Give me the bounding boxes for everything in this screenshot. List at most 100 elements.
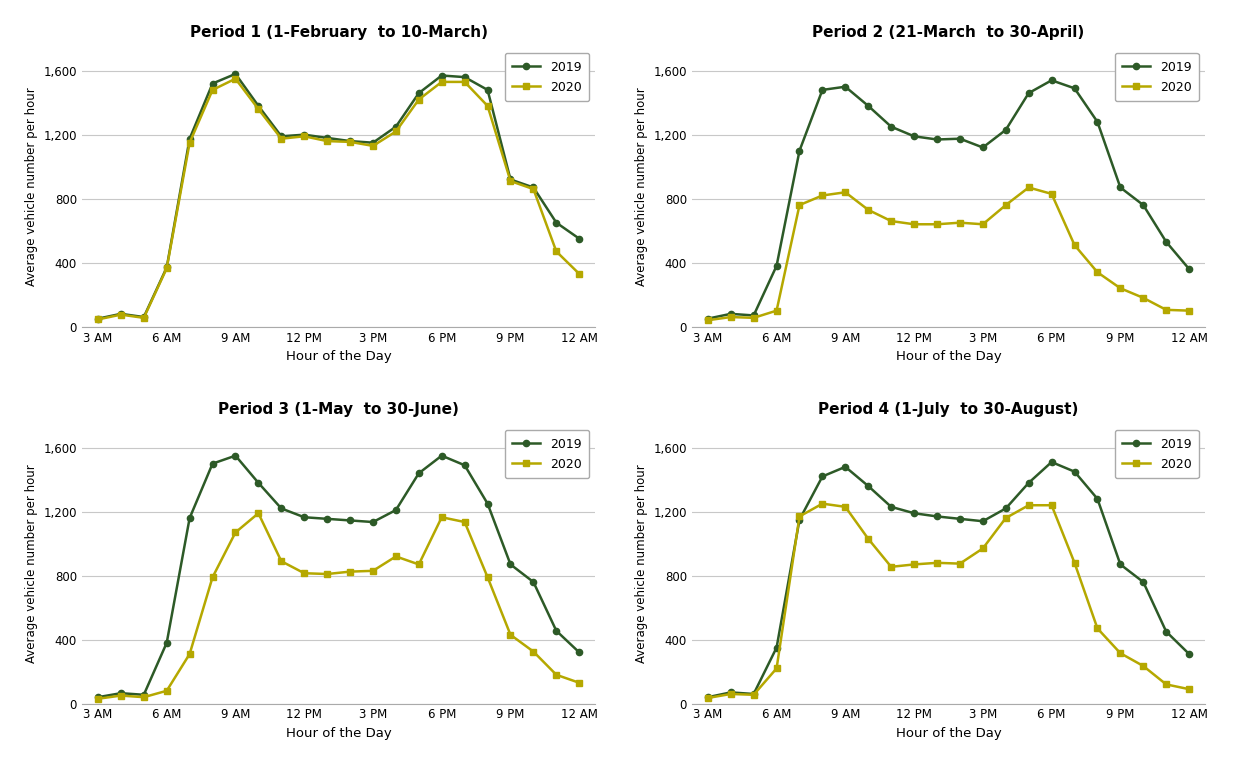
2019 xyxy=(976,143,990,152)
2019 xyxy=(861,101,876,110)
2020 xyxy=(884,216,899,226)
2020 xyxy=(548,247,563,256)
2019 xyxy=(296,513,311,522)
2020 xyxy=(159,264,174,273)
2019 xyxy=(342,516,357,525)
2019 xyxy=(183,513,198,522)
Title: Period 1 (1-February  to 10-March): Period 1 (1-February to 10-March) xyxy=(190,25,488,40)
2019 xyxy=(228,451,243,461)
2019 xyxy=(480,86,495,95)
2020 xyxy=(1044,500,1058,509)
2019 xyxy=(457,461,472,470)
2019 xyxy=(837,82,852,91)
2020 xyxy=(548,670,563,679)
2020 xyxy=(998,200,1013,210)
2019 xyxy=(1067,83,1082,93)
2020 xyxy=(1091,268,1105,277)
2019 xyxy=(526,578,541,587)
2020 xyxy=(205,573,220,582)
2019 xyxy=(389,122,404,132)
2020 xyxy=(480,101,495,110)
Line: 2020: 2020 xyxy=(95,76,583,323)
2020 xyxy=(769,664,784,673)
2020 xyxy=(296,132,311,141)
Line: 2020: 2020 xyxy=(95,510,583,702)
2019 xyxy=(1044,457,1058,467)
2019 xyxy=(457,73,472,82)
2020 xyxy=(930,558,945,568)
2020 xyxy=(952,559,967,568)
2019 xyxy=(1136,200,1151,210)
2020 xyxy=(320,136,335,145)
2019 xyxy=(724,309,739,318)
2020 xyxy=(342,567,357,576)
2019 xyxy=(366,138,380,148)
2019 xyxy=(769,643,784,653)
2020 xyxy=(700,693,715,702)
2020 xyxy=(296,568,311,578)
2019 xyxy=(90,692,105,702)
2020 xyxy=(572,269,587,278)
X-axis label: Hour of the Day: Hour of the Day xyxy=(285,727,391,740)
2019 xyxy=(274,504,289,513)
2019 xyxy=(389,506,404,515)
Line: 2019: 2019 xyxy=(705,459,1192,700)
2020 xyxy=(366,142,380,151)
X-axis label: Hour of the Day: Hour of the Day xyxy=(285,350,391,363)
2019 xyxy=(930,512,945,521)
2020 xyxy=(457,77,472,86)
2019 xyxy=(1113,560,1128,569)
2020 xyxy=(976,544,990,553)
2019 xyxy=(930,135,945,144)
2019 xyxy=(296,130,311,139)
2020 xyxy=(251,509,266,518)
2019 xyxy=(136,690,151,699)
2019 xyxy=(746,689,761,698)
Y-axis label: Average vehicle number per hour: Average vehicle number per hour xyxy=(25,464,38,663)
2019 xyxy=(1113,183,1128,192)
2019 xyxy=(724,688,739,697)
2020 xyxy=(503,630,517,640)
2019 xyxy=(526,183,541,192)
2020 xyxy=(746,313,761,322)
2020 xyxy=(792,200,806,210)
Legend: 2019, 2020: 2019, 2020 xyxy=(1115,53,1199,102)
2020 xyxy=(389,127,404,136)
Legend: 2019, 2020: 2019, 2020 xyxy=(505,430,589,478)
2020 xyxy=(435,513,450,522)
2019 xyxy=(90,314,105,324)
2020 xyxy=(815,191,830,200)
2019 xyxy=(183,134,198,143)
2019 xyxy=(906,132,921,141)
2020 xyxy=(183,649,198,659)
2019 xyxy=(976,516,990,526)
2019 xyxy=(815,472,830,481)
2020 xyxy=(411,560,426,569)
2020 xyxy=(205,86,220,95)
2020 xyxy=(274,557,289,566)
2020 xyxy=(837,187,852,197)
2020 xyxy=(837,503,852,512)
2019 xyxy=(906,509,921,518)
2019 xyxy=(1091,494,1105,503)
2020 xyxy=(815,499,830,508)
2020 xyxy=(1044,189,1058,198)
2019 xyxy=(792,146,806,155)
2020 xyxy=(884,562,899,571)
Legend: 2019, 2020: 2019, 2020 xyxy=(1115,430,1199,478)
2020 xyxy=(90,315,105,324)
2019 xyxy=(228,70,243,79)
2019 xyxy=(435,451,450,461)
2019 xyxy=(884,503,899,512)
2019 xyxy=(114,688,128,698)
2019 xyxy=(1182,649,1197,659)
2020 xyxy=(792,512,806,521)
2020 xyxy=(976,220,990,229)
2020 xyxy=(136,692,151,702)
2020 xyxy=(746,690,761,699)
2020 xyxy=(274,134,289,143)
2020 xyxy=(1113,649,1128,658)
2020 xyxy=(411,95,426,104)
X-axis label: Hour of the Day: Hour of the Day xyxy=(895,350,1002,363)
2020 xyxy=(1021,183,1036,192)
